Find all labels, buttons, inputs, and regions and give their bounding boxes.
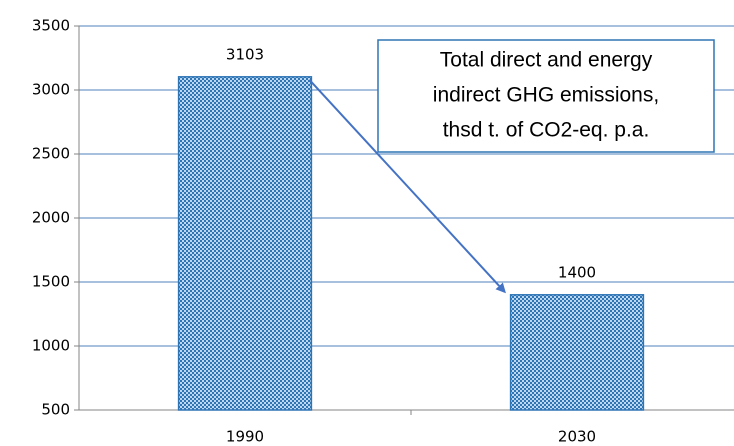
x-tick-label: 2030 <box>558 428 596 446</box>
arrow <box>308 79 506 294</box>
value-label: 3103 <box>226 45 264 63</box>
y-tick-label: 3000 <box>32 81 70 99</box>
bar <box>177 76 313 411</box>
y-tick-label: 3500 <box>32 17 70 35</box>
y-tick-label: 2500 <box>32 145 70 163</box>
y-tick-label: 1000 <box>32 337 70 355</box>
value-label: 1400 <box>558 263 596 281</box>
bar <box>509 294 645 411</box>
annotation-box <box>377 39 715 153</box>
y-tick-label: 500 <box>41 401 70 419</box>
y-tick-label: 1500 <box>32 273 70 291</box>
annotation-line: thsd t. of CO2-eq. p.a. <box>443 119 650 142</box>
x-tick-label: 1990 <box>226 428 264 446</box>
y-tick-label: 2000 <box>32 209 70 227</box>
annotation-line: indirect GHG emissions, <box>433 84 659 107</box>
annotation-line: Total direct and energy <box>440 49 653 72</box>
